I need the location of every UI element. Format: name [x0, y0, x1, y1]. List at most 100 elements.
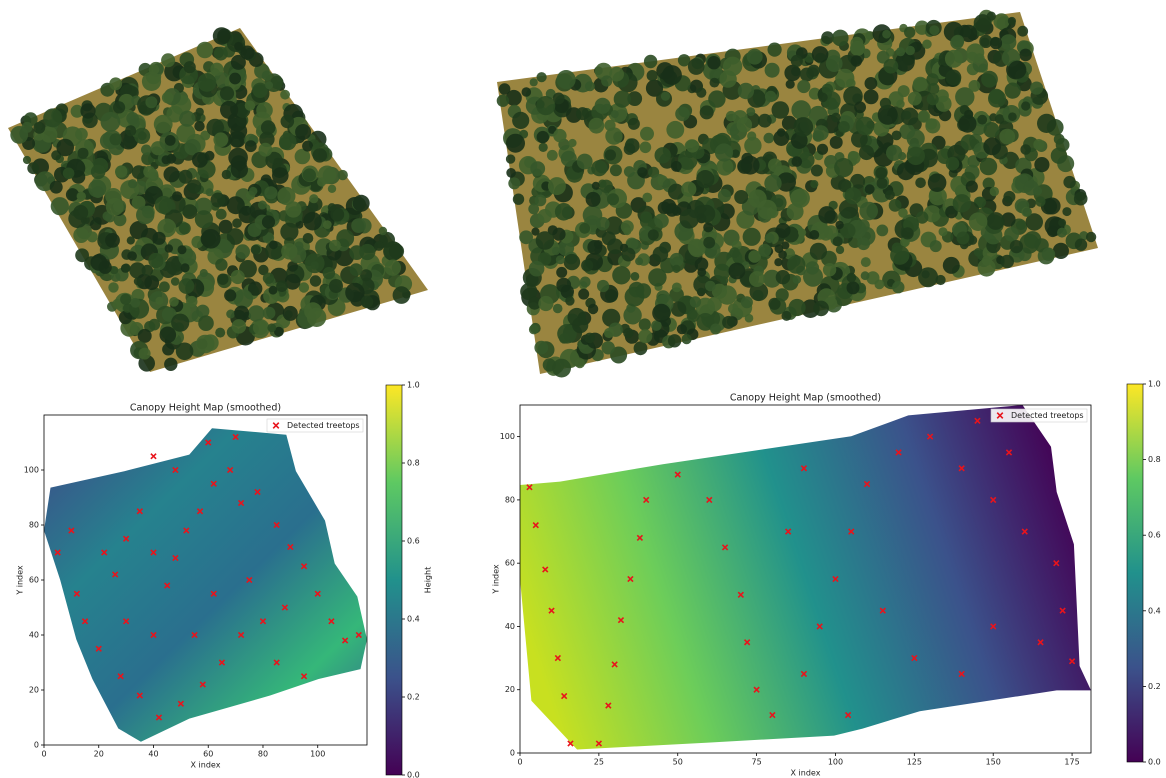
- tree: [1063, 176, 1075, 188]
- tree: [171, 277, 180, 286]
- tree: [161, 53, 175, 67]
- tree: [131, 298, 141, 308]
- tree: [552, 228, 565, 241]
- tree: [612, 266, 630, 284]
- tree: [642, 193, 652, 203]
- chart: Canopy Height Map (smoothed)X indexY ind…: [16, 381, 433, 778]
- tree: [235, 244, 250, 259]
- y-tick-label: 60: [505, 559, 515, 568]
- tree: [572, 317, 588, 333]
- tree: [519, 230, 533, 244]
- tree: [728, 303, 739, 314]
- tree: [508, 177, 520, 189]
- tree: [148, 253, 163, 268]
- tree: [561, 285, 574, 298]
- tree: [584, 333, 595, 344]
- tree: [696, 170, 714, 188]
- tree: [313, 148, 327, 162]
- tree: [548, 177, 566, 195]
- tree: [179, 222, 191, 234]
- tree: [280, 223, 298, 241]
- tree: [201, 229, 221, 249]
- tree: [187, 179, 201, 193]
- x-tick-label: 175: [1064, 758, 1079, 767]
- tree: [108, 282, 118, 292]
- tree: [195, 210, 213, 228]
- tree: [555, 203, 573, 221]
- tree: [556, 255, 565, 264]
- tree: [774, 258, 782, 266]
- tree: [707, 56, 720, 69]
- tree: [890, 246, 909, 265]
- tree: [861, 257, 871, 267]
- tree: [758, 114, 772, 128]
- tree: [78, 148, 89, 159]
- tree: [789, 299, 806, 316]
- tree: [600, 180, 613, 193]
- tree: [588, 304, 598, 314]
- tree: [179, 111, 195, 127]
- tree: [328, 203, 336, 211]
- tree: [1004, 227, 1019, 242]
- x-axis-label: X index: [191, 761, 221, 770]
- tree: [939, 227, 948, 236]
- tree: [589, 118, 605, 134]
- tree: [198, 73, 217, 92]
- tree: [1053, 243, 1069, 259]
- tree: [578, 289, 589, 300]
- tree: [703, 237, 715, 249]
- tree: [688, 58, 705, 75]
- tree: [211, 193, 226, 208]
- y-tick-label: 80: [505, 495, 515, 504]
- tree: [50, 181, 63, 194]
- tree: [251, 245, 261, 255]
- tree: [782, 311, 792, 321]
- tree: [946, 70, 962, 86]
- tree: [283, 306, 298, 321]
- tree: [776, 288, 789, 301]
- tree: [624, 166, 635, 177]
- tree: [27, 162, 39, 174]
- tree: [253, 320, 268, 335]
- tree: [765, 233, 775, 243]
- tree: [666, 121, 684, 139]
- tree: [656, 62, 673, 79]
- tree: [164, 358, 177, 371]
- y-tick-label: 100: [24, 466, 39, 475]
- colorbar-tick-label: 0.4: [407, 615, 420, 624]
- y-tick-label: 40: [29, 631, 39, 640]
- tree: [959, 115, 977, 133]
- x-tick-label: 80: [258, 750, 268, 759]
- tree: [610, 164, 622, 176]
- tree: [379, 227, 387, 235]
- tree: [92, 186, 104, 198]
- tree: [305, 253, 325, 273]
- tree: [848, 151, 858, 161]
- tree: [522, 87, 532, 97]
- tree: [303, 168, 316, 181]
- tree: [145, 96, 157, 108]
- tree: [661, 92, 670, 101]
- tree: [576, 107, 589, 120]
- y-axis-label: Y index: [16, 565, 25, 596]
- tree: [1044, 198, 1061, 215]
- tree: [677, 324, 687, 334]
- tree: [743, 228, 761, 246]
- tree: [229, 73, 241, 85]
- tree: [1062, 207, 1071, 216]
- tree: [861, 271, 870, 280]
- tree: [248, 305, 265, 322]
- tree: [1019, 49, 1032, 62]
- tree: [980, 158, 998, 176]
- tree: [708, 90, 725, 107]
- tree: [644, 55, 657, 68]
- tree: [222, 170, 231, 179]
- tree: [705, 281, 716, 292]
- tree: [281, 243, 297, 259]
- tree: [901, 108, 919, 126]
- tree: [672, 283, 682, 293]
- tree: [781, 241, 789, 249]
- tree: [809, 230, 819, 240]
- tree: [269, 286, 278, 295]
- tree: [1057, 228, 1067, 238]
